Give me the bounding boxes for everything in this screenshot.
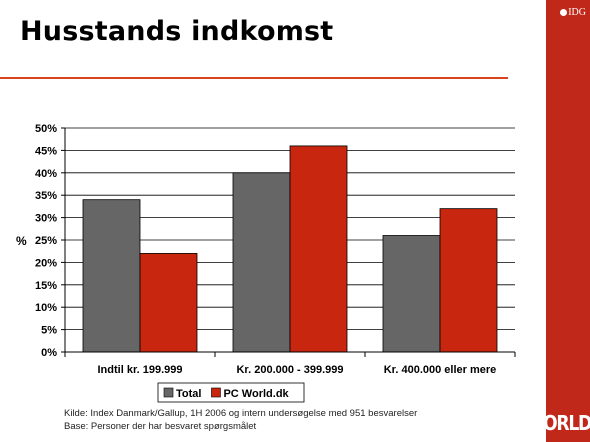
legend-box xyxy=(157,382,305,403)
y-tick-label: 0% xyxy=(41,347,57,359)
y-tick-label: 15% xyxy=(35,280,57,292)
bar xyxy=(289,145,348,353)
legend-label: Total xyxy=(176,388,201,400)
y-tick-label: 45% xyxy=(35,145,57,157)
bar xyxy=(382,235,441,353)
y-tick-label: 40% xyxy=(35,168,57,180)
legend-swatch xyxy=(211,387,221,398)
legend-label: PC World.dk xyxy=(223,388,289,400)
y-tick-label: 30% xyxy=(35,213,57,225)
idg-logo-text: IDG xyxy=(568,7,586,18)
y-tick-label: 10% xyxy=(35,302,57,314)
y-axis-label: % xyxy=(16,234,27,248)
bars xyxy=(82,145,498,353)
y-tick-label: 35% xyxy=(35,190,57,202)
y-tick-label: 50% xyxy=(35,123,57,135)
idg-logo-dot xyxy=(560,8,568,16)
bar xyxy=(439,208,498,353)
source-line-2: Base: Personer der har besvaret spørgsmå… xyxy=(64,421,257,432)
brand-bar: IDG xyxy=(546,0,590,442)
slide-title: Husstands indkomst xyxy=(20,16,334,47)
bar xyxy=(82,199,141,353)
y-tick-label: 20% xyxy=(35,257,57,269)
legend: Total PC World.dk xyxy=(157,382,305,403)
y-tick-label: 25% xyxy=(35,235,57,247)
x-tick-label: Kr. 200.000 - 399.999 xyxy=(236,364,343,376)
x-tick-label: Indtil kr. 199.999 xyxy=(98,364,183,376)
source-line-1: Kilde: Index Danmark/Gallup, 1H 2006 og … xyxy=(64,408,418,419)
bar xyxy=(139,253,198,353)
y-tick-label: 5% xyxy=(41,325,57,337)
idg-logo: IDG xyxy=(546,7,586,18)
title-rule xyxy=(0,77,508,79)
x-tick-label: Kr. 400.000 eller mere xyxy=(384,364,497,376)
axes: 0% 5% 10% 15% 20% 25% 30% 35% 40% 45% 50% Indtil kr… xyxy=(35,123,516,376)
source-note: Kilde: Index Danmark/Gallup, 1H 2006 og … xyxy=(64,407,417,433)
bar xyxy=(232,172,291,353)
legend-swatch xyxy=(163,387,174,398)
